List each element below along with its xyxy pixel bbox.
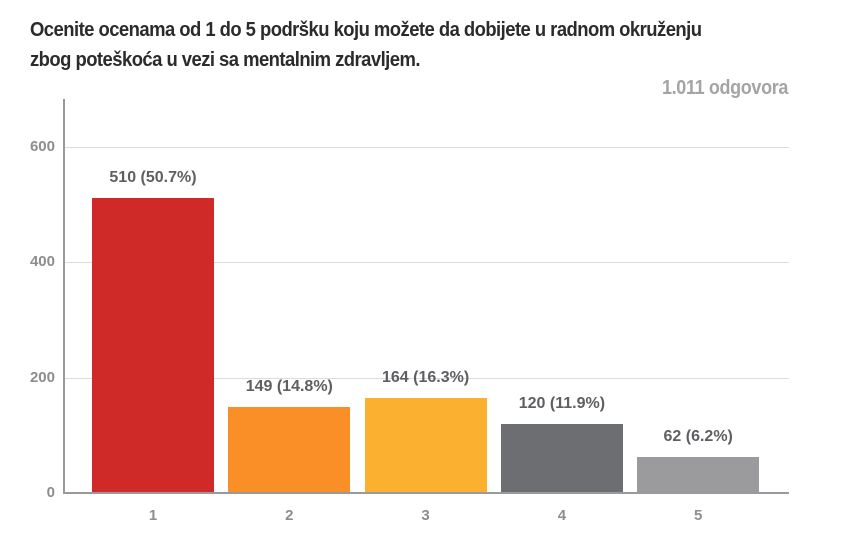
x-tick-label: 2 — [285, 507, 294, 524]
chart-title: Ocenite ocenama od 1 do 5 podršku koju m… — [30, 18, 702, 71]
bar-value-label: 149 (14.8%) — [245, 377, 333, 395]
x-tick-label: 5 — [694, 507, 703, 524]
bar-4 — [500, 423, 623, 493]
bar-value-label: 510 (50.7%) — [109, 169, 197, 187]
bar-5 — [637, 457, 760, 493]
x-tick-label: 3 — [421, 507, 430, 524]
x-tick-label: 4 — [557, 507, 567, 524]
bar-value-label: 120 (11.9%) — [518, 394, 606, 412]
bar-2 — [228, 406, 351, 493]
bar-value-label: 164 (16.3%) — [382, 369, 470, 387]
bar-1 — [92, 198, 214, 493]
gridline — [65, 147, 789, 148]
x-tick-label: 1 — [148, 507, 158, 524]
gridline — [65, 262, 789, 263]
x-axis — [63, 492, 789, 494]
y-axis — [63, 99, 65, 494]
y-tick-label: 200 — [29, 369, 55, 386]
gridline — [65, 378, 789, 379]
bar-3 — [364, 398, 487, 493]
bar-value-label: 62 (6.2%) — [663, 428, 733, 446]
response-count: 1.011 odgovora — [661, 77, 788, 99]
y-tick-label: 600 — [29, 138, 55, 155]
y-tick-label: 0 — [46, 484, 55, 501]
y-tick-label: 400 — [29, 253, 55, 270]
